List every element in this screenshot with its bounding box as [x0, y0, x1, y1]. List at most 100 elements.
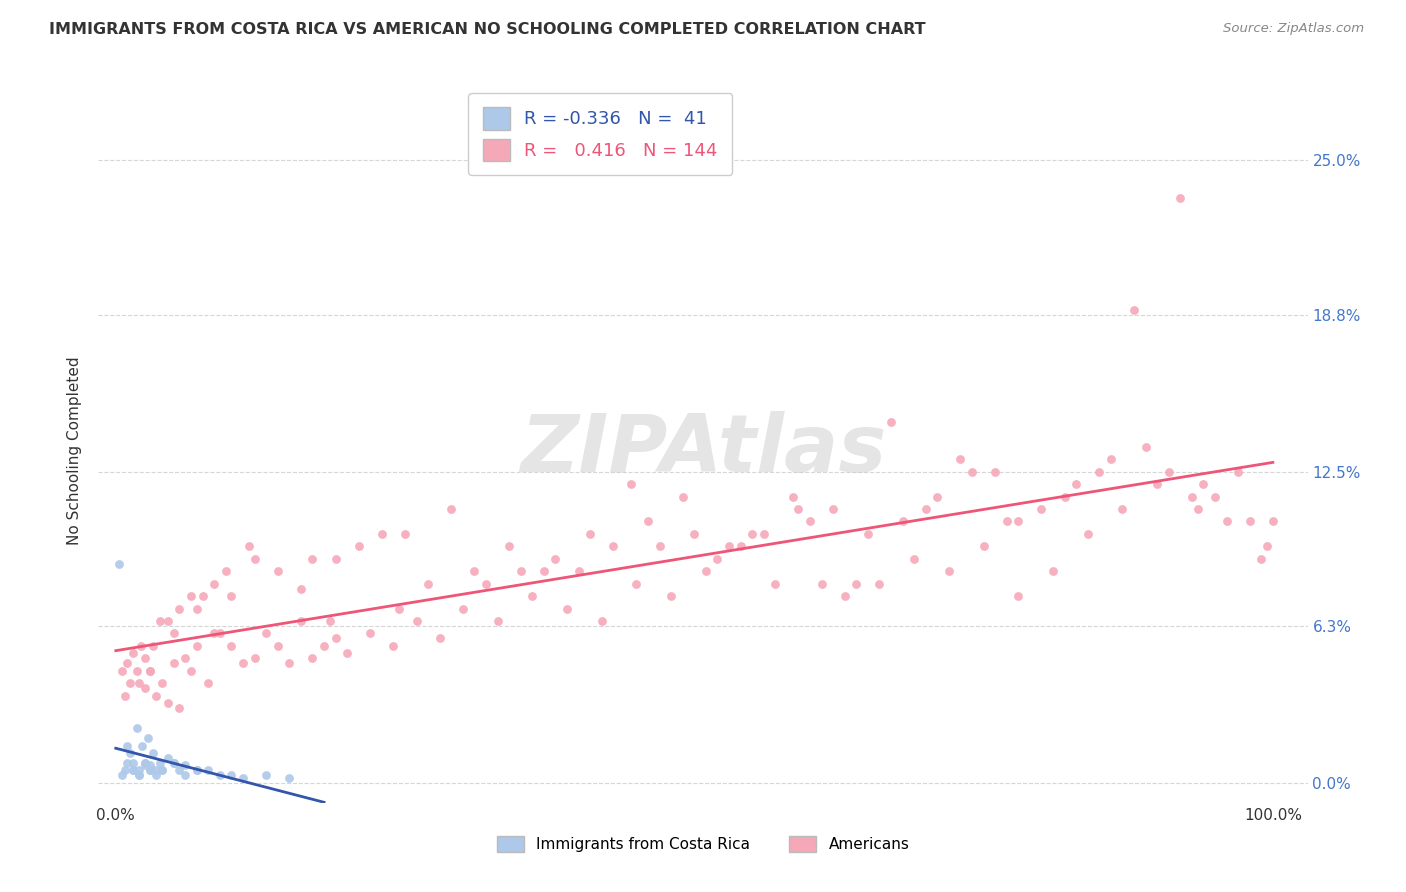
Point	[301, 551, 323, 566]
Point	[1250, 551, 1272, 566]
Point	[1007, 589, 1029, 603]
Point	[131, 739, 153, 753]
Point	[122, 764, 145, 778]
Point	[1042, 564, 1064, 578]
Point	[706, 551, 728, 566]
Point	[620, 477, 643, 491]
Point	[162, 756, 184, 770]
Point	[359, 626, 381, 640]
Point	[125, 721, 148, 735]
Point	[1031, 502, 1053, 516]
Point	[1099, 452, 1122, 467]
Point	[278, 771, 301, 785]
Point	[602, 539, 624, 553]
Point	[118, 746, 141, 760]
Point	[810, 576, 832, 591]
Text: ZIPAtlas: ZIPAtlas	[520, 411, 886, 490]
Point	[498, 539, 520, 553]
Point	[150, 764, 173, 778]
Point	[139, 758, 162, 772]
Point	[1135, 440, 1157, 454]
Point	[134, 651, 156, 665]
Point	[782, 490, 804, 504]
Point	[718, 539, 741, 553]
Point	[319, 614, 342, 628]
Point	[336, 647, 359, 661]
Point	[139, 664, 162, 678]
Point	[197, 676, 219, 690]
Point	[150, 676, 173, 690]
Point	[1204, 490, 1226, 504]
Point	[1007, 515, 1029, 529]
Point	[174, 758, 197, 772]
Point	[221, 768, 243, 782]
Point	[142, 746, 165, 760]
Point	[128, 768, 150, 782]
Point	[134, 681, 156, 696]
Point	[568, 564, 591, 578]
Point	[145, 768, 167, 782]
Point	[202, 576, 225, 591]
Point	[741, 527, 763, 541]
Point	[180, 664, 202, 678]
Point	[1053, 490, 1076, 504]
Point	[134, 758, 156, 772]
Point	[752, 527, 775, 541]
Point	[267, 639, 290, 653]
Point	[118, 676, 141, 690]
Point	[1088, 465, 1111, 479]
Point	[254, 626, 277, 640]
Point	[139, 764, 162, 778]
Point	[347, 539, 370, 553]
Point	[208, 768, 231, 782]
Point	[312, 639, 335, 653]
Point	[221, 589, 243, 603]
Point	[823, 502, 845, 516]
Point	[1146, 477, 1168, 491]
Text: IMMIGRANTS FROM COSTA RICA VS AMERICAN NO SCHOOLING COMPLETED CORRELATION CHART: IMMIGRANTS FROM COSTA RICA VS AMERICAN N…	[49, 22, 925, 37]
Point	[371, 527, 394, 541]
Point	[125, 664, 148, 678]
Point	[695, 564, 717, 578]
Point	[509, 564, 531, 578]
Point	[475, 576, 498, 591]
Point	[174, 768, 197, 782]
Point	[145, 764, 167, 778]
Point	[1187, 502, 1209, 516]
Point	[973, 539, 995, 553]
Point	[117, 739, 139, 753]
Legend: Immigrants from Costa Rica, Americans: Immigrants from Costa Rica, Americans	[491, 830, 915, 859]
Point	[134, 756, 156, 770]
Point	[522, 589, 544, 603]
Point	[232, 657, 254, 671]
Text: Source: ZipAtlas.com: Source: ZipAtlas.com	[1223, 22, 1364, 36]
Point	[150, 764, 173, 778]
Point	[1181, 490, 1204, 504]
Point	[544, 551, 567, 566]
Point	[834, 589, 856, 603]
Point	[418, 576, 440, 591]
Point	[429, 632, 451, 646]
Point	[869, 576, 891, 591]
Point	[880, 415, 903, 429]
Point	[984, 465, 1007, 479]
Point	[938, 564, 960, 578]
Point	[129, 639, 152, 653]
Point	[1239, 515, 1261, 529]
Point	[110, 664, 132, 678]
Point	[117, 657, 139, 671]
Point	[914, 502, 936, 516]
Point	[1256, 539, 1278, 553]
Point	[533, 564, 555, 578]
Point	[451, 601, 474, 615]
Point	[1227, 465, 1250, 479]
Point	[579, 527, 602, 541]
Point	[108, 557, 131, 571]
Point	[949, 452, 972, 467]
Point	[254, 768, 277, 782]
Point	[186, 601, 208, 615]
Point	[139, 664, 162, 678]
Point	[637, 515, 659, 529]
Point	[186, 764, 208, 778]
Point	[1192, 477, 1215, 491]
